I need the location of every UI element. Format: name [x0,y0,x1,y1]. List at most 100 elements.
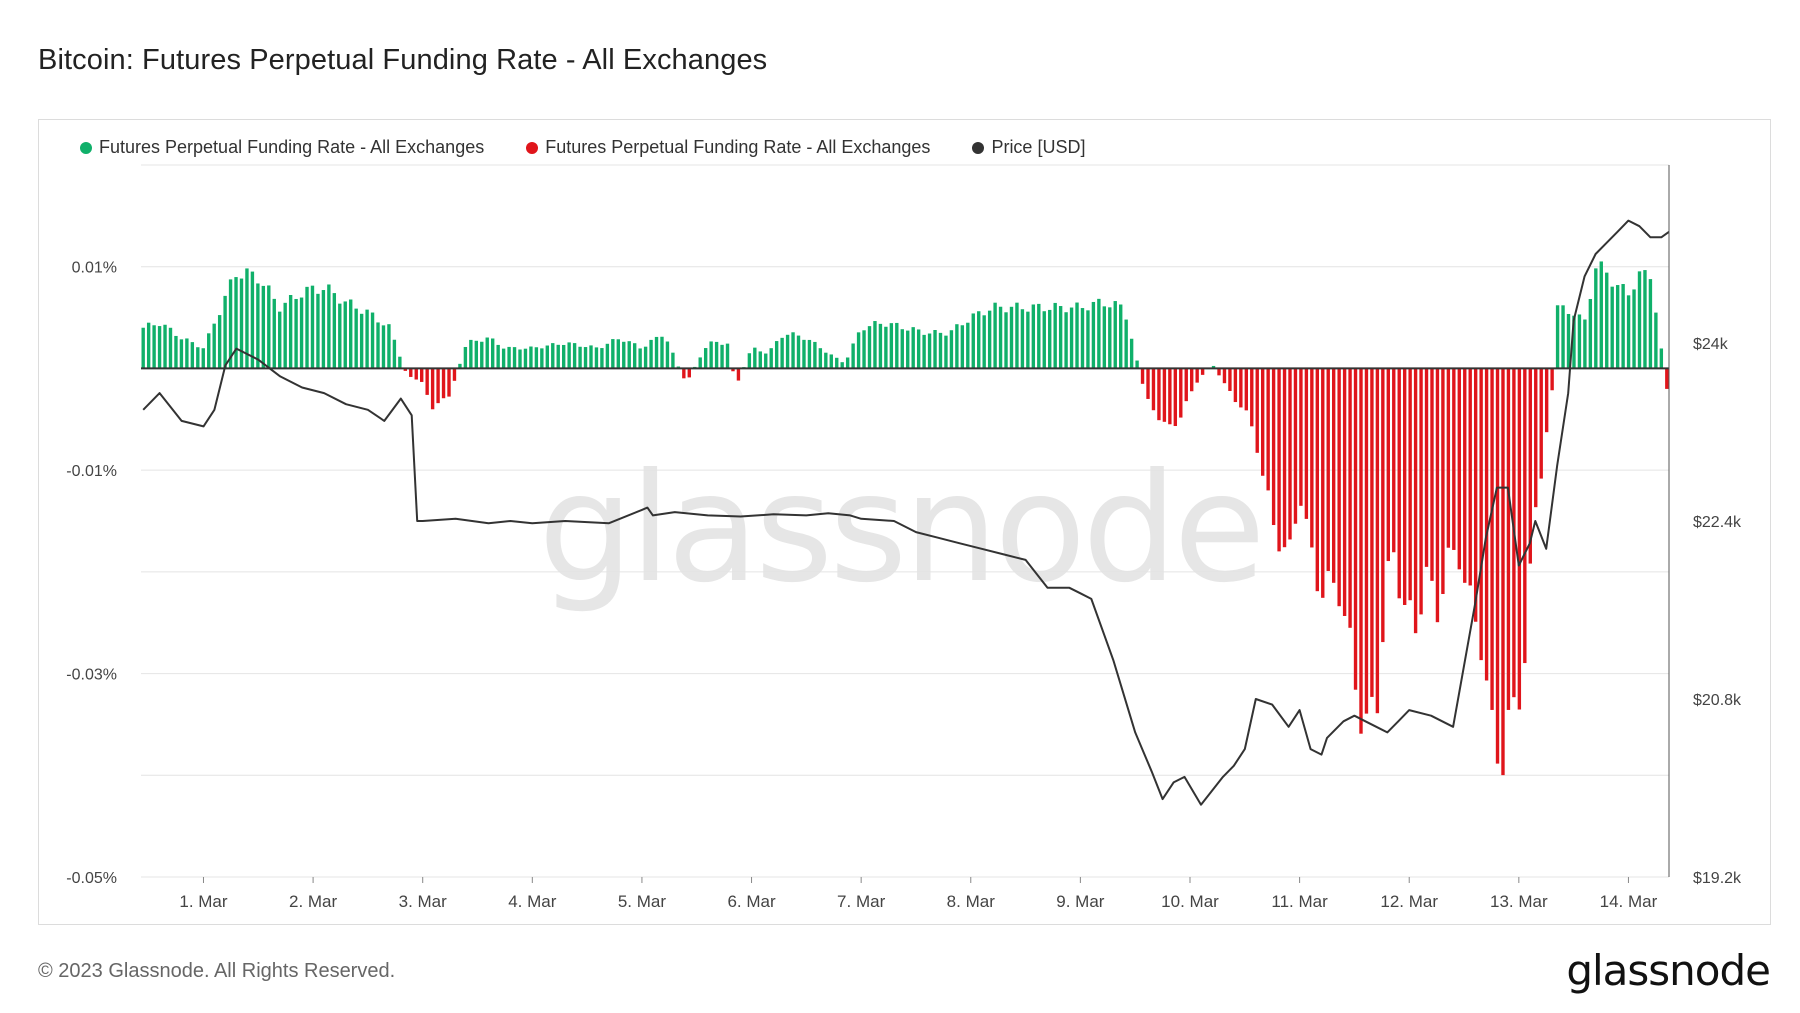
funding-bar-negative [1217,368,1221,376]
funding-bar-positive [529,346,533,369]
funding-bar-positive [1594,268,1598,369]
funding-bar-negative [1157,368,1161,421]
funding-bar-positive [354,308,358,369]
funding-bar-positive [654,336,659,369]
funding-bar-positive [245,268,249,369]
funding-bar-positive [632,343,637,369]
brand-logo: glassnode [1566,946,1771,995]
funding-bar-positive [294,298,298,369]
funding-bar-positive [501,348,506,369]
legend-label: Price [USD] [991,137,1086,157]
funding-bar-positive [616,339,620,369]
funding-bar-positive [256,283,260,369]
funding-bar-negative [1190,368,1194,392]
funding-bar-negative [1239,368,1243,408]
funding-bar-positive [911,327,915,369]
funding-bar-positive [316,293,320,369]
funding-bar-positive [769,348,773,369]
funding-bar-negative [1490,368,1494,710]
funding-bar-positive [491,338,495,369]
funding-bar-positive [791,332,795,369]
x-tick-label: 14. Mar [1600,892,1658,911]
funding-bar-positive [223,295,227,369]
funding-bar-positive [889,323,894,369]
funding-bar-positive [1069,307,1074,369]
funding-bar-negative [1244,368,1249,411]
funding-bar-positive [1566,313,1571,369]
funding-bar-negative [1151,368,1156,411]
funding-bar-negative [1200,368,1205,375]
funding-bar-positive [1080,308,1085,369]
funding-bar-positive [234,277,238,369]
funding-bar-positive [845,357,850,369]
funding-bar-positive [272,298,276,369]
funding-bar-positive [305,286,309,369]
funding-bar-negative [1392,368,1396,553]
funding-bar-positive [1091,301,1096,369]
funding-bar-negative [1435,368,1440,623]
funding-bar-positive [1058,306,1063,369]
funding-bar-negative [1146,368,1150,399]
funding-bar-negative [1140,368,1145,384]
funding-bar-positive [278,311,282,369]
funding-bar-negative [1271,368,1276,526]
legend-label: Futures Perpetual Funding Rate - All Exc… [545,137,931,157]
x-tick-label: 4. Mar [508,892,557,911]
funding-bar-negative [1304,368,1309,519]
funding-bar-negative [1228,368,1232,391]
funding-bar-positive [168,327,173,369]
legend-dot-dark [972,141,985,154]
funding-bar-positive [1577,314,1582,369]
price-series [142,219,1670,806]
funding-bar-positive [720,344,724,369]
legend-dot-green [80,141,92,154]
funding-bar-positive [1129,338,1134,369]
funding-bar-positive [578,346,582,369]
funding-bar-negative [1222,368,1227,384]
funding-bar-negative [1168,368,1172,425]
funding-bar-negative [1353,368,1358,690]
legend-item-funding-negative[interactable]: Futures Perpetual Funding Rate - All Exc… [526,137,930,158]
funding-bar-negative [1665,368,1669,389]
funding-bar-positive [780,337,784,369]
funding-bar-negative [687,368,691,378]
funding-bar-positive [818,348,823,369]
funding-bar-positive [288,295,293,369]
x-tick-label: 1. Mar [179,892,228,911]
funding-bar-positive [261,285,266,369]
funding-bar-negative [1266,368,1270,491]
funding-bar-positive [1037,303,1041,369]
y-left-tick-label: 0.01% [72,260,117,277]
funding-bar-negative [1544,368,1549,433]
funding-bar-negative [1195,368,1199,383]
funding-bar-positive [174,335,178,369]
funding-bar-positive [1086,310,1090,369]
funding-bar-negative [1337,368,1341,607]
funding-bar-positive [895,322,899,369]
funding-bar-positive [933,329,937,369]
funding-bar-positive [217,315,222,369]
funding-bar-positive [561,344,566,369]
funding-bar-negative [1326,368,1330,571]
funding-bar-negative [1381,368,1385,643]
funding-bar-positive [714,341,719,369]
funding-bar-positive [982,315,986,369]
funding-bar-positive [900,329,904,369]
funding-bar-negative [1402,368,1407,605]
funding-bar-positive [1053,302,1057,369]
funding-bar-positive [572,343,577,369]
funding-bar-positive [1610,286,1614,369]
funding-bar-negative [1463,368,1467,583]
legend-item-funding-positive[interactable]: Futures Perpetual Funding Rate - All Exc… [80,137,484,158]
funding-bar-negative [409,368,413,377]
funding-bar-positive [1605,272,1609,369]
funding-bar-positive [207,333,211,369]
legend-item-price[interactable]: Price [USD] [972,137,1085,158]
funding-bar-positive [594,347,599,369]
funding-bar-positive [998,306,1003,369]
funding-bar-positive [163,324,167,369]
funding-bar-negative [1331,368,1336,583]
funding-bar-negative [1452,368,1456,550]
funding-bar-negative [1370,368,1374,697]
funding-bar-positive [1211,365,1216,369]
